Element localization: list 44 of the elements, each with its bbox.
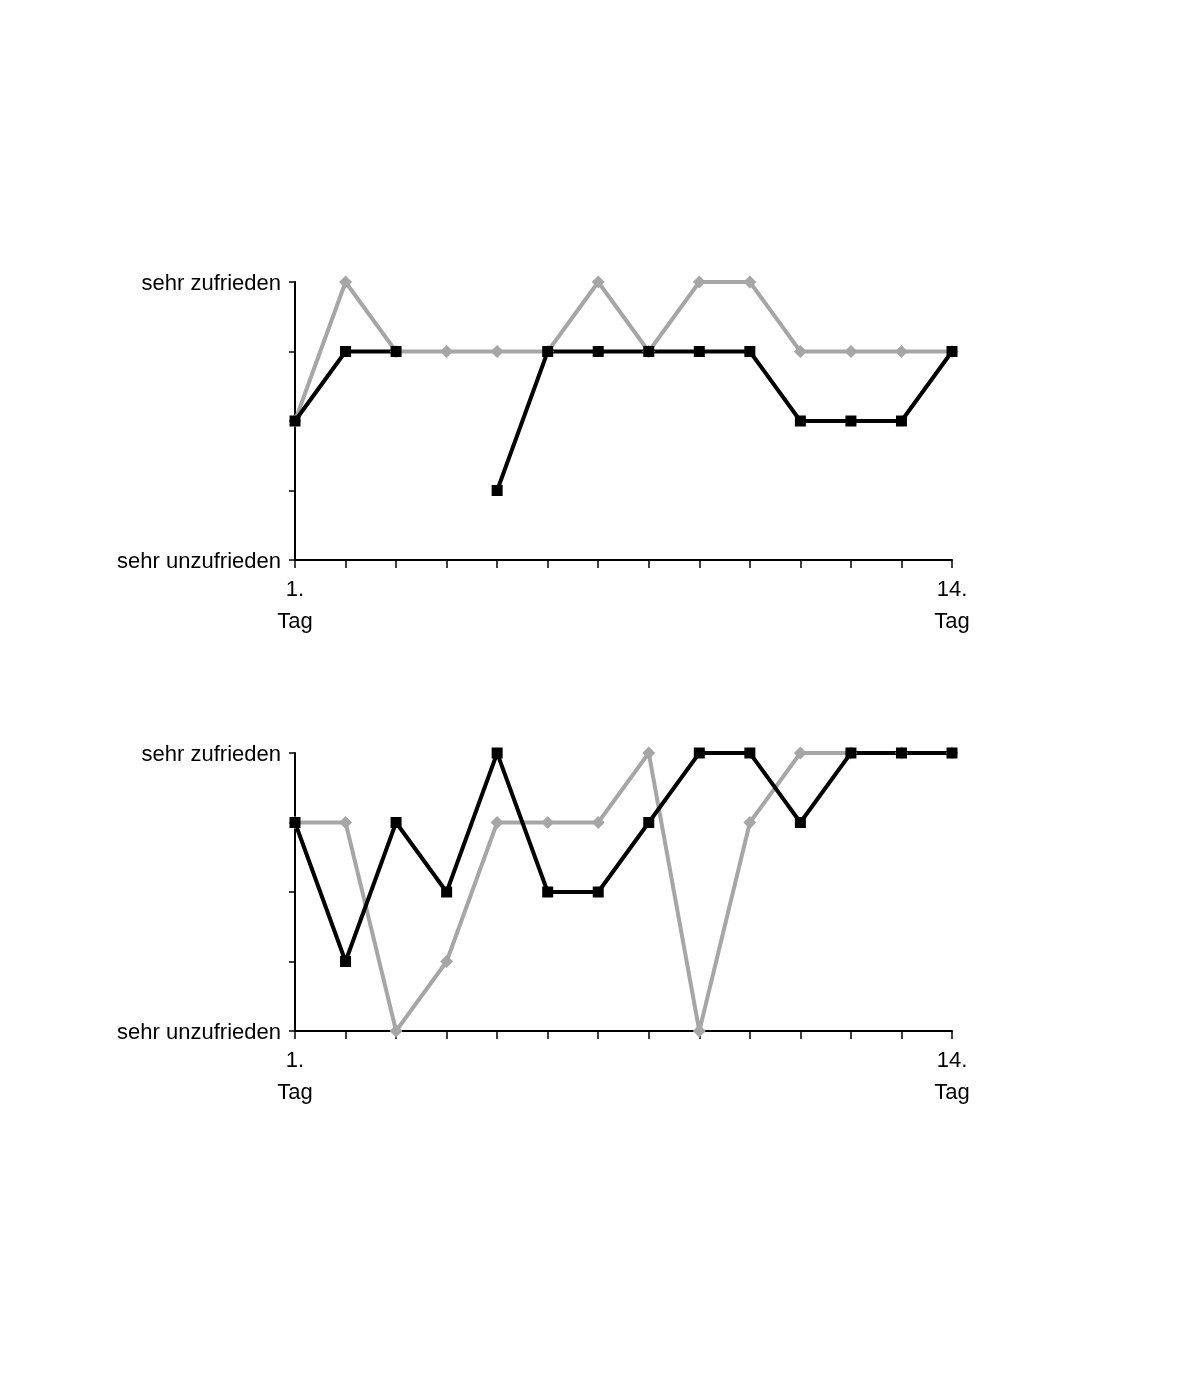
point <box>389 1024 403 1038</box>
point <box>793 345 807 358</box>
text: sehr unzufrieden <box>117 1018 281 1044</box>
point <box>845 415 857 427</box>
point <box>794 415 806 427</box>
text: sehr zufrieden <box>141 740 281 766</box>
text: sehr zufrieden <box>141 269 281 295</box>
point <box>490 816 504 829</box>
point <box>693 747 705 759</box>
point <box>340 346 352 357</box>
point <box>693 346 705 357</box>
point <box>743 275 757 289</box>
point <box>541 816 555 829</box>
point <box>441 886 453 898</box>
point <box>440 955 454 968</box>
point <box>894 345 908 358</box>
point <box>591 275 605 289</box>
point <box>339 816 353 829</box>
point <box>491 485 503 496</box>
text: sehr unzufrieden <box>117 547 281 573</box>
point <box>793 746 807 760</box>
point <box>390 817 402 828</box>
point <box>744 346 756 357</box>
point <box>339 275 353 289</box>
x-tick-label: 1. Tag <box>277 575 313 633</box>
x-tick-label: 14. Tag <box>934 575 970 633</box>
point <box>743 816 757 829</box>
point <box>591 816 605 829</box>
point <box>491 747 503 759</box>
point <box>895 415 907 427</box>
point <box>794 817 806 828</box>
point <box>340 956 352 967</box>
point <box>592 346 604 357</box>
point <box>844 345 858 358</box>
point <box>692 275 706 289</box>
point <box>490 345 504 358</box>
x-tick-label: 14. Tag <box>934 1046 970 1104</box>
point <box>643 817 655 828</box>
point <box>744 747 756 759</box>
x-tick-label: 1. Tag <box>277 1046 313 1104</box>
point <box>592 886 604 898</box>
point <box>642 746 656 760</box>
point <box>440 345 454 358</box>
point <box>542 886 554 898</box>
